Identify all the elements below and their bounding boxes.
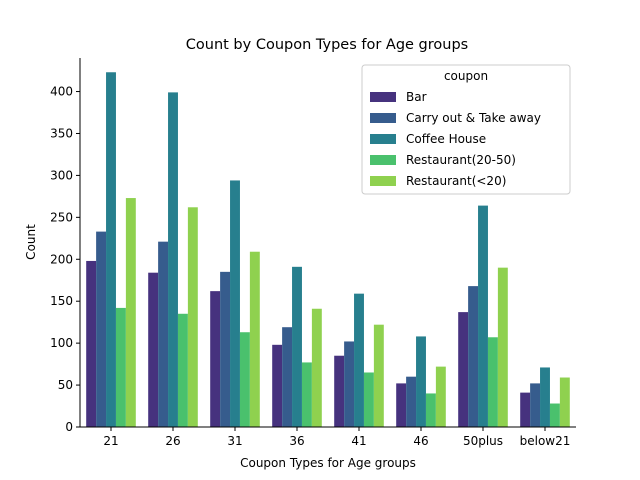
- bar-restaurant-20-50-50plus: [487, 337, 498, 427]
- bar-carry-out-take-away-31: [220, 271, 231, 427]
- bar-restaurant-20-50-36: [301, 362, 312, 427]
- bar-restaurant-20-50-46: [425, 393, 436, 427]
- y-tick-label: 400: [50, 85, 73, 99]
- legend-swatch: [370, 155, 396, 165]
- bar-bar-below21: [520, 392, 531, 427]
- bar-bar-26: [148, 272, 159, 427]
- chart-title: Count by Coupon Types for Age groups: [186, 37, 468, 53]
- y-tick-label: 300: [50, 168, 73, 182]
- y-tick-label: 50: [58, 378, 73, 392]
- bar-bar-46: [396, 383, 407, 427]
- bar-carry-out-take-away-46: [406, 376, 417, 427]
- y-tick-label: 200: [50, 252, 73, 266]
- y-axis-title: Count: [24, 224, 38, 260]
- legend-label: Restaurant(<20): [406, 174, 506, 188]
- x-tick-label: 26: [165, 434, 180, 448]
- x-axis: 21 26 31 36 41 46 50plus below21: [103, 427, 570, 448]
- y-tick-label: 350: [50, 126, 73, 140]
- x-axis-title: Coupon Types for Age groups: [240, 456, 416, 470]
- legend-swatch: [370, 134, 396, 144]
- bar-restaurant-20-46: [435, 366, 446, 427]
- bar-carry-out-take-away-41: [344, 341, 355, 427]
- x-tick-label: 21: [103, 434, 118, 448]
- x-tick-label: 36: [289, 434, 304, 448]
- bar-restaurant-20-31: [249, 251, 260, 427]
- bar-carry-out-take-away-26: [158, 241, 169, 427]
- bar-bar-31: [210, 291, 221, 427]
- y-axis: 0 50 100 150 200 250 300 350 400: [50, 85, 80, 434]
- legend-label: Bar: [406, 90, 427, 104]
- bar-coffee-house-36: [292, 266, 302, 427]
- bar-coffee-house-50plus: [478, 205, 488, 427]
- y-tick-label: 100: [50, 336, 73, 350]
- bar-bar-50plus: [458, 312, 469, 427]
- bar-coffee-house-31: [230, 180, 240, 427]
- y-tick-label: 150: [50, 294, 73, 308]
- bar-coffee-house-26: [168, 92, 178, 427]
- bar-restaurant-20-50-41: [363, 372, 374, 427]
- x-tick-label: below21: [520, 434, 571, 448]
- bar-restaurant-20-26: [187, 207, 198, 427]
- bar-bar-41: [334, 355, 345, 427]
- legend-box: [361, 64, 571, 195]
- bar-restaurant-20-50-21: [115, 307, 126, 427]
- x-tick-label: 50plus: [463, 434, 503, 448]
- bar-coffee-house-21: [106, 72, 116, 427]
- bar-carry-out-take-away-50plus: [468, 286, 479, 427]
- bar-restaurant-20-36: [311, 308, 322, 427]
- legend-label: Restaurant(20-50): [406, 153, 516, 167]
- legend-items: Bar Carry out & Take away Coffee House Rest…: [370, 90, 541, 188]
- bar-restaurant-20-below21: [559, 377, 570, 427]
- bar-restaurant-20-50-below21: [549, 403, 560, 427]
- bar-restaurant-20-50-26: [177, 313, 188, 427]
- bar-restaurant-20-21: [125, 198, 136, 427]
- bar-bar-36: [272, 344, 283, 427]
- x-tick-label: 41: [351, 434, 366, 448]
- bar-bar-21: [86, 260, 97, 427]
- bar-coffee-house-below21: [540, 367, 550, 427]
- bar-coffee-house-46: [416, 336, 426, 427]
- bar-restaurant-20-41: [373, 324, 384, 427]
- bar-carry-out-take-away-below21: [530, 383, 541, 427]
- legend-label: Carry out & Take away: [406, 111, 541, 125]
- legend-swatch: [370, 92, 396, 102]
- legend-title: coupon: [444, 69, 488, 83]
- bar-restaurant-20-50plus: [497, 267, 508, 427]
- bar-coffee-house-41: [354, 293, 364, 427]
- bar-carry-out-take-away-21: [96, 231, 107, 427]
- bar-carry-out-take-away-36: [282, 327, 293, 427]
- y-tick-label: 250: [50, 210, 73, 224]
- bars-group: [86, 72, 570, 427]
- x-tick-label: 31: [227, 434, 242, 448]
- legend-swatch: [370, 176, 396, 186]
- legend-label: Coffee House: [406, 132, 486, 146]
- legend-swatch: [370, 113, 396, 123]
- bar-restaurant-20-50-31: [239, 332, 250, 427]
- legend: coupon Bar Carry out & Take away Coffee Ho…: [361, 64, 571, 195]
- y-tick-label: 0: [65, 420, 73, 434]
- x-tick-label: 46: [413, 434, 428, 448]
